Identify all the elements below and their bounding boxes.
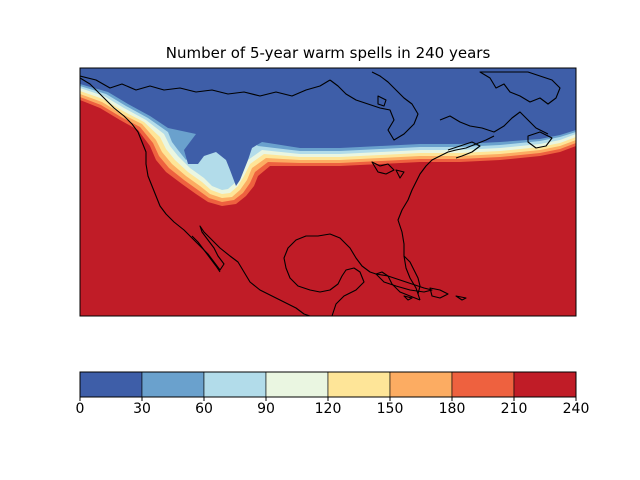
- chart-title: Number of 5-year warm spells in 240 year…: [165, 44, 491, 62]
- hudson-bay-islands: [377, 95, 387, 107]
- baja-california: [191, 235, 221, 273]
- colorbar-tick-label: 60: [195, 401, 213, 417]
- gulf-coast: [283, 233, 421, 316]
- colorbar-tick-label: 90: [257, 401, 275, 417]
- newfoundland: [527, 131, 553, 149]
- hispaniola: [429, 287, 449, 299]
- colorbar-tick-label: 0: [76, 401, 85, 417]
- colorbar-tick-label: 150: [377, 401, 404, 417]
- colorbar-bin-60-90: [203, 371, 267, 398]
- colorbar-tick-label: 240: [563, 401, 590, 417]
- great-lakes: [371, 161, 405, 179]
- colorbar-bin-30-60: [141, 371, 205, 398]
- puerto-rico: [455, 295, 467, 301]
- colorbar-bin-210-240: [513, 371, 577, 398]
- florida: [403, 255, 421, 295]
- colorbar-tick-label: 120: [315, 401, 342, 417]
- colorbar-bin-150-180: [389, 371, 453, 398]
- labrador: [439, 111, 549, 135]
- colorbar-bin-120-150: [327, 371, 391, 398]
- colorbar-ticks: 0 30 60 90 120 150 180 210 240: [76, 397, 590, 417]
- map-field: [80, 68, 576, 316]
- colorbar-bin-180-210: [451, 371, 515, 398]
- coastlines: [80, 71, 561, 316]
- colorbar-tick-label: 180: [439, 401, 466, 417]
- jamaica: [403, 295, 413, 301]
- arctic-islands: [479, 71, 561, 105]
- band-0-30: [80, 68, 576, 186]
- west-coast: [80, 77, 311, 316]
- cuba: [375, 273, 433, 293]
- colorbar-bin-0-30: [79, 371, 143, 398]
- east-coast: [397, 135, 495, 301]
- map-frame: [79, 67, 577, 317]
- gulf-of-st-lawrence: [447, 141, 481, 159]
- colorbar-tick-label: 30: [133, 401, 151, 417]
- arctic-coast: [80, 75, 331, 97]
- colorbar-tick-label: 210: [501, 401, 528, 417]
- colorbar: [79, 371, 577, 398]
- colorbar-bin-90-120: [265, 371, 329, 398]
- hudson-bay: [329, 71, 419, 141]
